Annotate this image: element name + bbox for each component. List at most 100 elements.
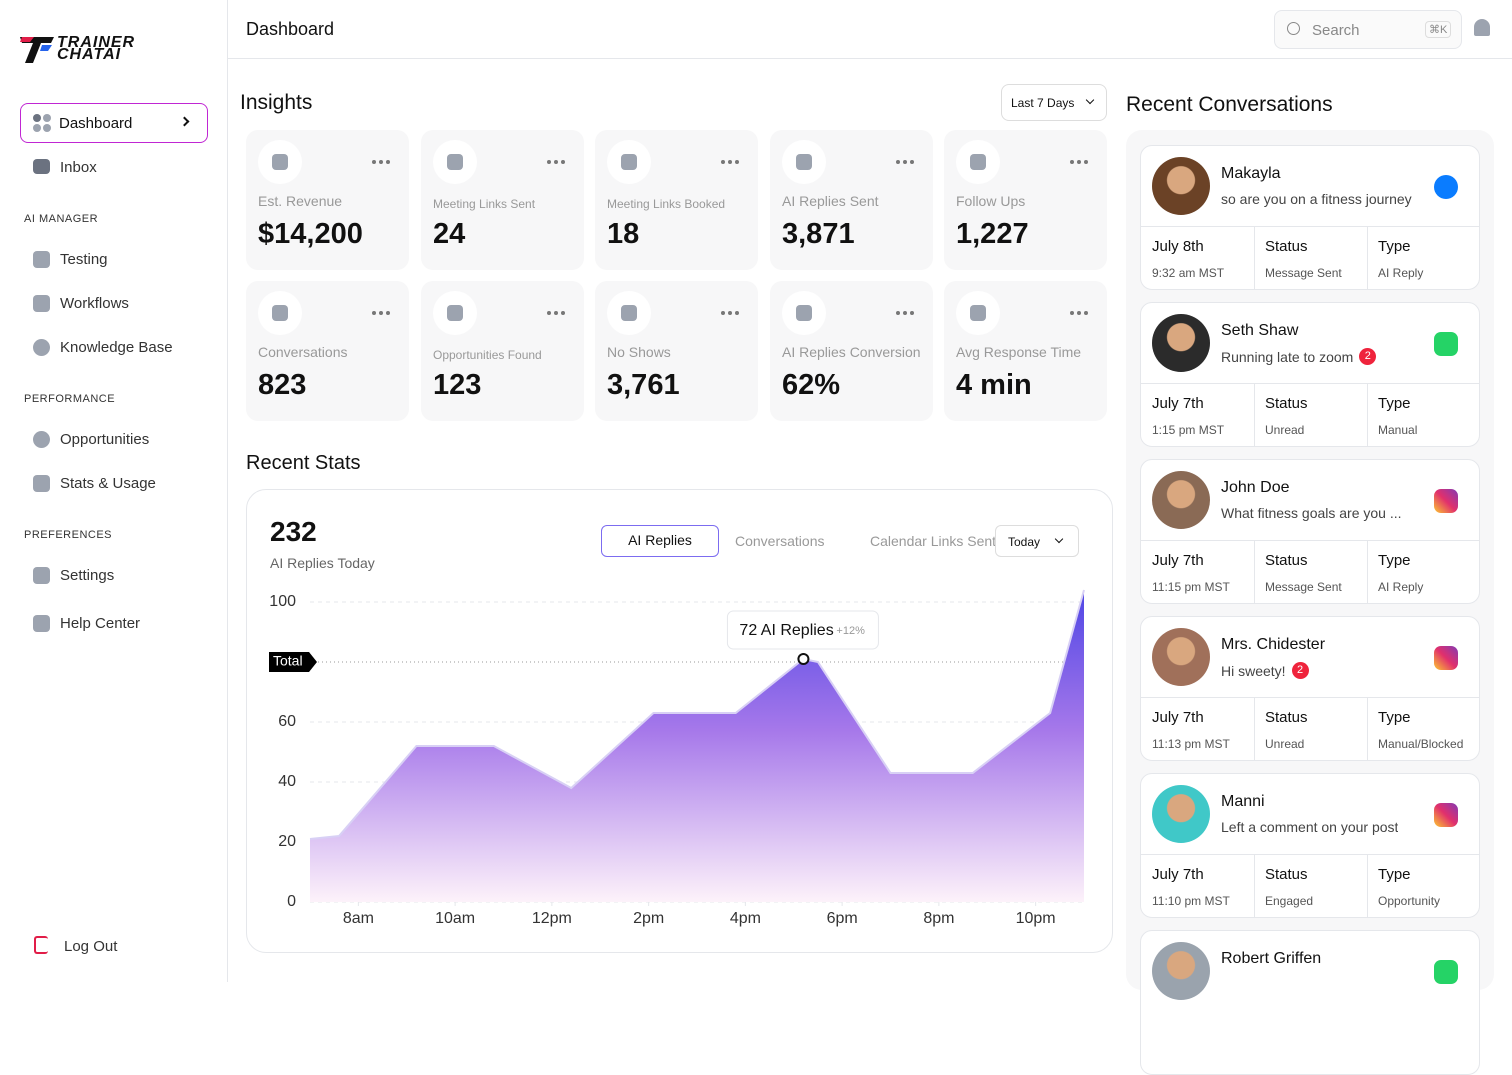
card-value: 3,871 — [782, 218, 855, 250]
period-label: Today — [1008, 535, 1041, 549]
cell-value: Manual/Blocked — [1378, 737, 1464, 751]
nav-item[interactable]: Knowledge Base — [60, 339, 173, 356]
nav-item[interactable]: Inbox — [60, 159, 97, 176]
card-icon — [258, 140, 302, 184]
card-value: 1,227 — [956, 218, 1029, 250]
more-button[interactable] — [896, 160, 914, 164]
range-label: Last 7 Days — [1011, 96, 1075, 110]
section-title: PERFORMANCE — [24, 393, 116, 405]
glyph — [970, 305, 986, 321]
unread-badge: 2 — [1291, 662, 1309, 679]
search-box[interactable]: Search ⌘K — [1274, 10, 1462, 49]
nav-item[interactable]: Workflows — [60, 295, 129, 312]
cell-head: Status — [1265, 238, 1308, 255]
conversation-card[interactable]: Makayla so are you on a fitness journey Ju… — [1140, 145, 1480, 290]
x-tick-label: 8pm — [923, 910, 954, 927]
point — [797, 653, 810, 665]
icon — [33, 615, 50, 632]
card-label: Avg Response Time — [956, 344, 1082, 360]
period-dropdown[interactable]: Today — [995, 525, 1079, 557]
icon — [33, 159, 50, 174]
nav-item[interactable]: Settings — [60, 567, 115, 584]
logo-mark — [20, 37, 54, 63]
divider — [1254, 383, 1255, 446]
divider — [1367, 540, 1368, 603]
more-button[interactable] — [547, 311, 565, 315]
icon — [33, 295, 50, 312]
nav-item-active[interactable]: Dashboard — [20, 103, 208, 143]
divider — [1141, 697, 1479, 698]
nav-item[interactable]: Help Center — [60, 615, 141, 632]
platform-icon — [1434, 646, 1458, 670]
cell-value: 11:10 pm MST — [1152, 894, 1230, 908]
tab-active[interactable]: AI Replies — [601, 525, 719, 557]
more-button[interactable] — [721, 160, 739, 164]
range-dropdown[interactable]: Last 7 Days — [1001, 84, 1107, 121]
glyph — [796, 154, 812, 170]
platform-icon — [1434, 489, 1458, 513]
card-value: 4 min — [956, 369, 1032, 401]
more-button[interactable] — [372, 311, 390, 315]
more-button[interactable] — [1070, 160, 1088, 164]
shortcut: ⌘K — [1425, 21, 1452, 38]
icon — [33, 339, 50, 356]
x-tick-label: 10am — [435, 910, 475, 927]
divider — [1254, 697, 1255, 760]
divider — [1141, 226, 1479, 227]
avatar — [1152, 157, 1210, 215]
brand: CHATAI — [57, 46, 122, 63]
cell-value: 1:15 pm MST — [1152, 423, 1225, 437]
cell-value: Unread — [1265, 423, 1305, 437]
cell-head: Status — [1265, 866, 1308, 883]
card-icon — [433, 140, 477, 184]
contact-name: Seth Shaw — [1221, 322, 1299, 339]
nav-item[interactable]: Opportunities — [60, 431, 150, 448]
glyph — [447, 305, 463, 321]
more-button[interactable] — [896, 311, 914, 315]
conversation-card[interactable]: Seth Shaw Running late to zoom 2 July 7th 1:… — [1140, 302, 1480, 447]
card-value: 3,761 — [607, 369, 680, 401]
platform-icon — [1434, 175, 1458, 199]
tab[interactable]: Conversations — [735, 533, 825, 549]
cell-head: July 7th — [1152, 395, 1204, 412]
more-button[interactable] — [721, 311, 739, 315]
glyph — [272, 305, 288, 321]
x-tick-label: 8am — [343, 910, 374, 927]
cell-value: Message Sent — [1265, 580, 1342, 594]
divider — [1367, 854, 1368, 917]
conversation-card[interactable]: Mrs. Chidester Hi sweety! 2 July 7th 11:13 p… — [1140, 616, 1480, 761]
card-label: Follow Ups — [956, 193, 1026, 209]
insight-card: AI Replies Conversion 62% — [770, 281, 933, 421]
tooltip-label: 72 AI Replies — [739, 622, 833, 639]
message: What fitness goals are you ... — [1221, 505, 1402, 521]
insight-card: Opportunities Found 123 — [421, 281, 584, 421]
x-tick-label: 10pm — [1016, 910, 1056, 927]
nav-label: Dashboard — [59, 115, 133, 132]
conversation-card[interactable]: John Doe What fitness goals are you ... Ju… — [1140, 459, 1480, 604]
conversation-card[interactable]: Manni Left a comment on your post July 7th… — [1140, 773, 1480, 918]
card-icon — [956, 140, 1000, 184]
tooltip — [726, 610, 879, 650]
more-button[interactable] — [372, 160, 390, 164]
icon — [33, 431, 50, 448]
section-title: Recent Stats — [246, 452, 361, 474]
divider — [1254, 540, 1255, 603]
more-button[interactable] — [1070, 311, 1088, 315]
nav-item[interactable]: Stats & Usage — [60, 475, 156, 492]
bell[interactable] — [1474, 19, 1490, 36]
divider — [1367, 226, 1368, 289]
card-value: 62% — [782, 369, 841, 401]
y-tick-label: 20 — [278, 833, 296, 850]
tab[interactable]: Calendar Links Sent — [870, 533, 997, 549]
conversation-card[interactable]: Robert Griffen — [1140, 930, 1480, 1075]
glyph — [621, 305, 637, 321]
y-tick-label: 0 — [287, 893, 296, 910]
nav-item[interactable]: Testing — [60, 251, 108, 268]
icon — [33, 475, 50, 492]
logout[interactable]: Log Out — [64, 938, 118, 955]
glyph — [447, 154, 463, 170]
insight-card: Avg Response Time 4 min — [944, 281, 1107, 421]
card-icon — [433, 291, 477, 335]
chevron — [179, 116, 190, 127]
more-button[interactable] — [547, 160, 565, 164]
